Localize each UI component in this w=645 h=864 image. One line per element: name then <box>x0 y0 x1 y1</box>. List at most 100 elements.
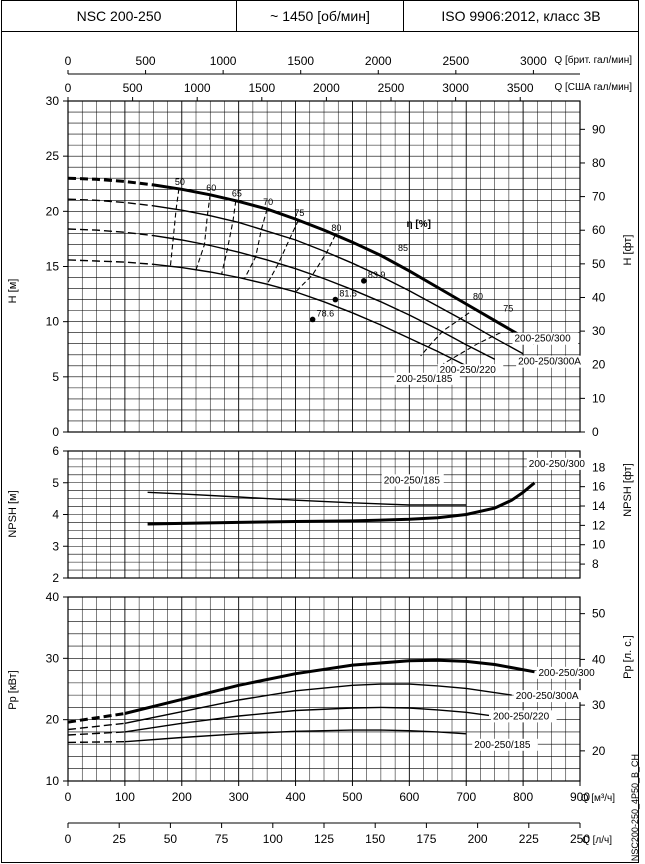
x2-tick-label: 175 <box>416 832 436 846</box>
curve-dashed-200-250-220 <box>67 228 154 237</box>
series-label: 200-250/220 <box>493 711 550 722</box>
series-label-bg <box>394 372 460 385</box>
top-tick-label: 2500 <box>378 81 405 95</box>
x2-tick-label: 100 <box>263 832 283 846</box>
y-tick-label: 5 <box>52 370 59 384</box>
efficiency-label: 80 <box>331 223 341 233</box>
x-tick-label: 500 <box>342 790 362 804</box>
efficiency-isoline <box>295 234 336 293</box>
series-label-bg <box>516 355 588 368</box>
bep-label: 83.9 <box>368 270 386 280</box>
efficiency-isoline <box>195 194 211 270</box>
series-label: 200-250/220 <box>440 365 497 376</box>
efficiency-label: 85 <box>398 243 408 253</box>
y-tick-label: 15 <box>46 260 60 274</box>
x-axis-title: Q [м³/ч] <box>581 793 616 804</box>
curve-200-250-300A <box>124 683 512 724</box>
y-tick-label: 30 <box>46 651 60 665</box>
top-tick-label: 3000 <box>442 81 469 95</box>
y-tick-label: 20 <box>46 713 60 727</box>
y2-axis-title: Pp [л. с.] <box>622 635 634 679</box>
bep-label: 78.6 <box>317 308 335 318</box>
top-tick-label: 3500 <box>507 81 534 95</box>
y-tick-label: 25 <box>46 149 60 163</box>
curve-dashed-200-250-300 <box>67 176 154 187</box>
series-label: 200-250/185 <box>474 740 531 751</box>
bep-marker <box>332 296 339 303</box>
x-tick-label: 200 <box>172 790 192 804</box>
curve-dashed-200-250-300A <box>67 722 125 731</box>
y2-tick-label: 0 <box>592 425 599 439</box>
series-label: 200-250/300 <box>514 334 571 345</box>
curve-200-250-220 <box>124 706 490 733</box>
x-tick-label: 300 <box>229 790 249 804</box>
plot-border <box>67 596 581 782</box>
top-axis-1-title: Q [брит. гал/мин] <box>554 54 632 66</box>
y2-tick-label: 18 <box>592 460 606 474</box>
y2-tick-label: 80 <box>592 156 606 170</box>
y-tick-label: 0 <box>52 425 59 439</box>
standard-cell: ISO 9906:2012, класс 3B <box>441 8 601 24</box>
y-tick-label: 3 <box>52 539 59 553</box>
y2-tick-label: 40 <box>592 290 606 304</box>
top-tick-label: 1000 <box>210 54 237 68</box>
curve-dashed-200-250-300 <box>67 712 126 724</box>
x-tick-label: 600 <box>399 790 419 804</box>
x2-tick-label: 125 <box>314 832 334 846</box>
y2-tick-label: 50 <box>592 607 606 621</box>
top-axis-2-title: Q [США гал/мин] <box>554 82 632 93</box>
curve-200-250-300A <box>153 205 524 355</box>
y2-tick-label: 30 <box>592 698 606 712</box>
x2-axis-title: Q [л/ч] <box>582 835 612 846</box>
series-label-bg <box>472 738 538 751</box>
y-tick-label: 4 <box>52 508 59 522</box>
efficiency-label: 75 <box>503 304 513 314</box>
efficiency-isoline <box>420 312 470 357</box>
bep-marker <box>361 278 367 284</box>
curve-200-250-185 <box>147 491 467 506</box>
y2-tick-label: 70 <box>592 190 606 204</box>
y2-tick-label: 90 <box>592 122 606 136</box>
efficiency-isoline <box>266 219 299 285</box>
chart-frame <box>1 31 639 863</box>
efficiency-label: 50 <box>175 177 185 187</box>
top-tick-label: 2000 <box>365 54 392 68</box>
y2-tick-label: 16 <box>592 480 606 494</box>
top-tick-label: 0 <box>65 81 72 95</box>
top-tick-label: 1500 <box>248 81 275 95</box>
curve-200-250-300 <box>153 183 536 345</box>
top-tick-label: 500 <box>123 81 143 95</box>
x-tick-label: 900 <box>570 790 590 804</box>
curve-200-250-185 <box>124 729 467 743</box>
series-label-bg <box>381 474 444 487</box>
y2-tick-label: 10 <box>592 538 606 552</box>
y-axis-title: H [м] <box>7 279 19 304</box>
x2-tick-label: 200 <box>468 832 488 846</box>
x-tick-label: 0 <box>65 790 72 804</box>
x2-tick-label: 250 <box>570 832 590 846</box>
document-code: NSC200-250_4P50_B_CH <box>630 753 640 861</box>
curve-200-250-300 <box>147 481 536 526</box>
series-label-bg <box>526 457 589 470</box>
series-label: 200-250/300 <box>529 459 586 470</box>
x2-tick-label: 25 <box>113 832 127 846</box>
y2-axis-title: NPSH [фт] <box>622 463 634 517</box>
y2-tick-label: 30 <box>592 324 606 338</box>
y2-tick-label: 10 <box>592 391 606 405</box>
series-label: 200-250/185 <box>384 475 441 486</box>
series-label: 200-250/300A <box>518 357 581 368</box>
series-label: 200-250/300A <box>516 691 579 702</box>
x2-tick-label: 150 <box>365 832 385 846</box>
series-label-bg <box>513 690 585 703</box>
series-label: 200-250/300 <box>538 668 595 679</box>
y-tick-label: 10 <box>46 774 60 788</box>
top-tick-label: 2000 <box>313 81 340 95</box>
y2-tick-label: 50 <box>592 257 606 271</box>
bep-marker <box>309 316 316 323</box>
bep-label: 81.5 <box>339 289 357 299</box>
series-label-bg <box>490 710 557 723</box>
y-tick-label: 2 <box>52 571 59 585</box>
y2-tick-label: 12 <box>592 518 606 532</box>
x2-tick-label: 50 <box>164 832 178 846</box>
